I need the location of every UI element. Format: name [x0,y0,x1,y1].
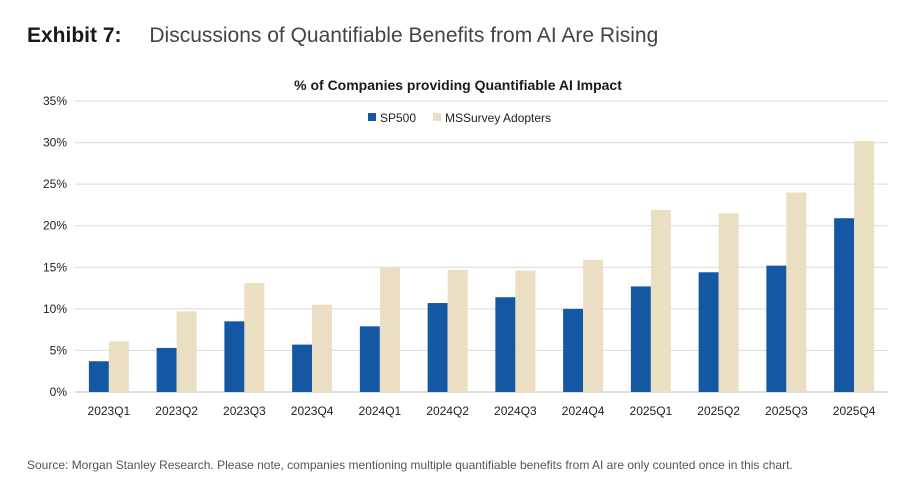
x-tick-label: 2025Q4 [833,404,876,418]
gridlines [75,100,888,393]
y-tick-label: 20% [43,219,67,233]
bar-survey-2025Q1 [650,209,671,392]
y-tick-label: 15% [43,260,67,274]
bar-sp500-2024Q2 [427,303,448,392]
x-tick-label: 2023Q1 [88,404,131,418]
legend-swatch-sp500 [368,113,376,121]
bar-survey-2024Q1 [379,268,400,392]
bar-sp500-2023Q1 [88,361,109,392]
y-tick-label: 30% [43,136,67,150]
bar-survey-2025Q2 [718,213,739,392]
y-tick-label: 0% [50,385,68,399]
x-tick-label: 2023Q3 [223,404,266,418]
exhibit-title: Discussions of Quantifiable Benefits fro… [149,24,659,47]
source-note: Source: Morgan Stanley Research. Please … [27,458,793,472]
bar-survey-2023Q3 [244,283,265,392]
chart-title: % of Companies providing Quantifiable AI… [294,77,622,93]
x-tick-label: 2024Q1 [359,404,402,418]
bar-survey-2025Q3 [786,192,807,392]
bar-sp500-2025Q4 [834,218,855,392]
bar-sp500-2025Q1 [630,286,651,392]
bars [88,140,875,392]
legend: SP500 MSSurvey Adopters [368,111,551,125]
y-tick-label: 10% [43,302,67,316]
bar-survey-2024Q4 [583,259,604,392]
bar-sp500-2023Q4 [292,344,313,392]
bar-survey-2023Q1 [108,341,129,392]
x-axis-ticks: 2023Q1 2023Q2 2023Q3 2023Q4 2024Q1 2024Q2 2024… [88,404,876,418]
bar-sp500-2024Q4 [563,308,584,392]
bar-survey-2025Q4 [854,140,875,392]
bar-survey-2023Q2 [176,311,197,392]
legend-label-survey: MSSurvey Adopters [445,111,551,125]
legend-swatch-survey [433,113,441,121]
x-tick-label: 2024Q2 [426,404,469,418]
bar-survey-2024Q2 [447,269,468,392]
exhibit-heading: Exhibit 7: Discussions of Quantifiable B… [27,24,658,48]
bar-survey-2024Q3 [515,270,536,392]
y-tick-label: 5% [50,343,68,357]
x-tick-label: 2024Q3 [494,404,537,418]
bar-sp500-2025Q3 [766,265,787,392]
bar-sp500-2024Q1 [359,326,380,392]
y-tick-label: 35% [43,94,67,108]
x-tick-label: 2025Q2 [697,404,740,418]
x-tick-label: 2023Q4 [291,404,334,418]
bar-sp500-2025Q2 [698,272,719,392]
bar-survey-2023Q4 [312,304,333,392]
x-tick-label: 2025Q1 [630,404,673,418]
legend-label-sp500: SP500 [380,111,416,125]
x-tick-label: 2024Q4 [562,404,605,418]
bar-sp500-2024Q3 [495,297,516,392]
bar-sp500-2023Q2 [156,347,177,392]
x-tick-label: 2023Q2 [155,404,198,418]
bar-sp500-2023Q3 [224,321,245,392]
y-axis-ticks: 0% 5% 10% 15% 20% 25% 30% 35% [43,94,67,399]
y-tick-label: 25% [43,177,67,191]
exhibit-label: Exhibit 7: [27,24,122,47]
x-tick-label: 2025Q3 [765,404,808,418]
